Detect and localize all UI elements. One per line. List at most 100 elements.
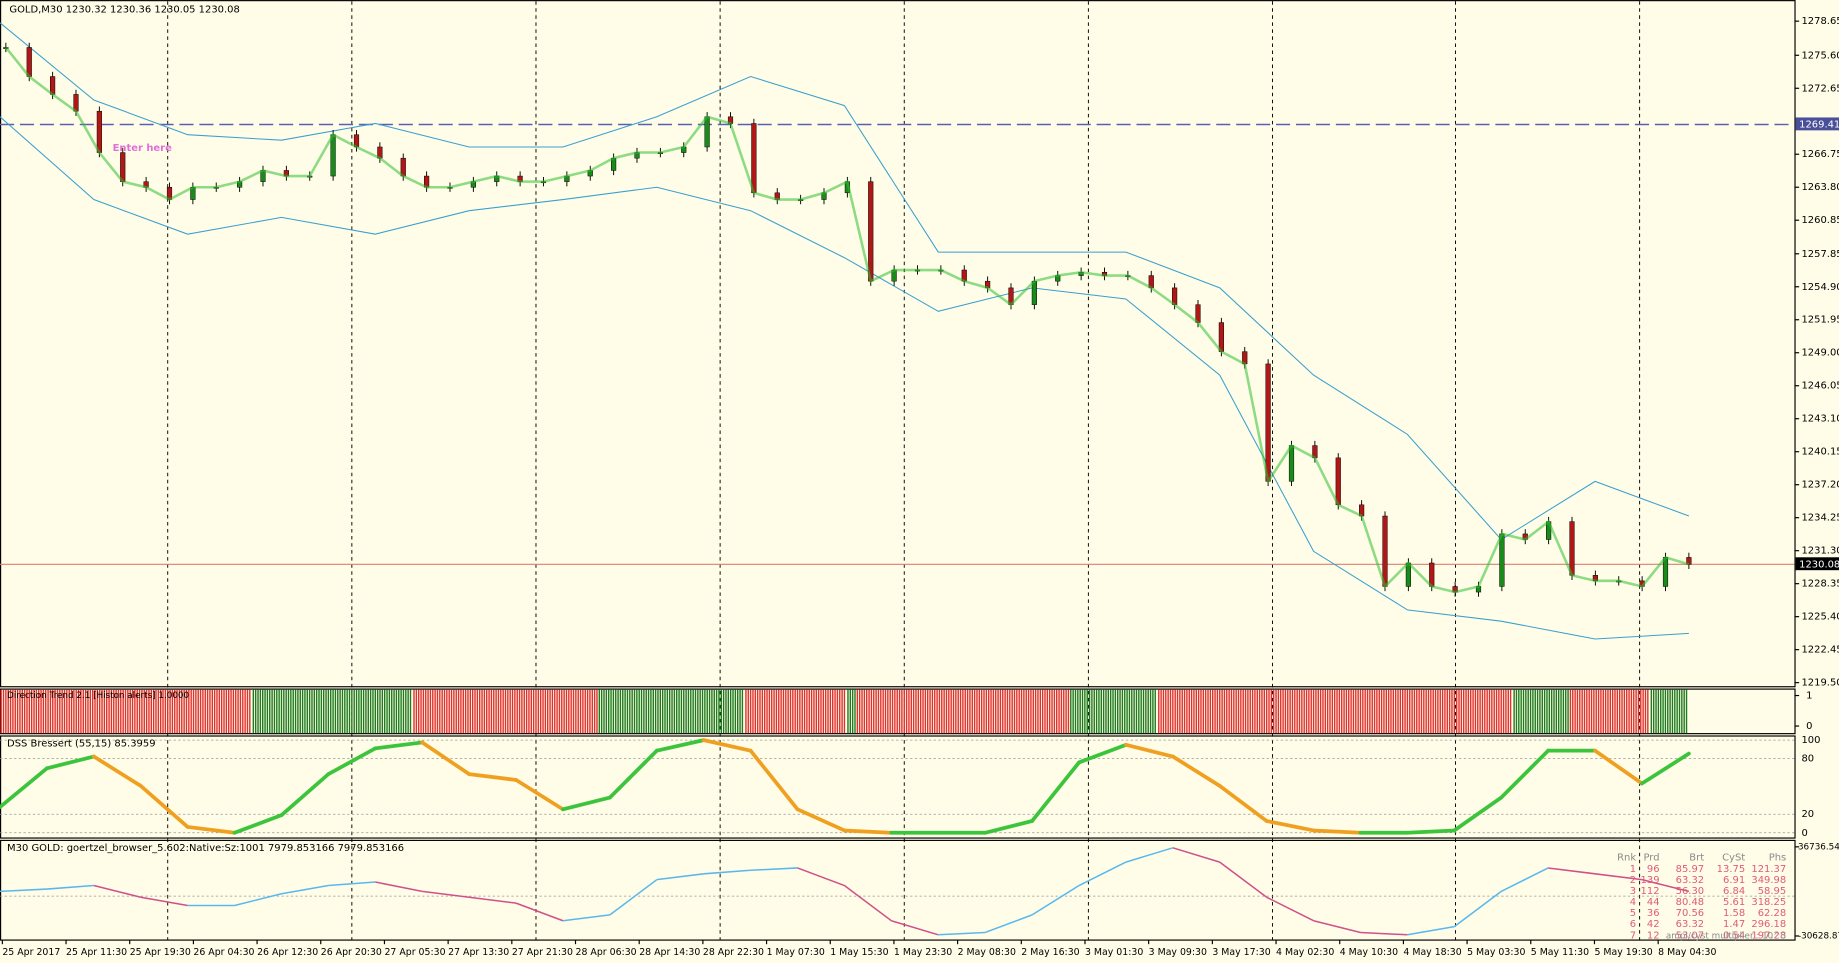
level-tag	[1795, 117, 1839, 131]
goertzel-segment	[656, 873, 704, 881]
x-tick-label: 5 May 03:30	[1467, 947, 1525, 958]
candle	[1335, 457, 1341, 506]
annotation: Enter here	[113, 143, 173, 154]
goertzel-segment	[1407, 925, 1455, 936]
y-tick-label: 1219.50	[1801, 678, 1839, 689]
table-cell: 349.98	[1751, 875, 1786, 886]
y-tick-label: 0	[1801, 828, 1807, 839]
table-cell: 70.56	[1676, 908, 1705, 919]
x-tick-label: 4 May 10:30	[1340, 947, 1398, 958]
y-tick-label: 1272.65	[1801, 83, 1839, 94]
goertzel-segment	[1266, 896, 1314, 922]
goertzel-label: M30 GOLD: goertzel_browser_5.602:Native:…	[7, 843, 404, 854]
x-tick-label: 4 May 02:30	[1276, 947, 1334, 958]
table-cell: 80.48	[1676, 897, 1705, 908]
table-cell: 62.28	[1758, 908, 1787, 919]
candle	[330, 134, 336, 177]
candle	[1218, 322, 1224, 352]
goertzel-segment	[422, 890, 470, 899]
candle	[1499, 533, 1505, 587]
y-tick-label: 1260.85	[1801, 215, 1839, 226]
goertzel-segment	[46, 884, 94, 890]
table-cell: 12	[1647, 930, 1660, 941]
y-tick-label: 1228.35	[1801, 579, 1839, 590]
table-cell: 296.18	[1751, 919, 1786, 930]
dss-segment	[1217, 784, 1269, 823]
table-header: Brt	[1689, 852, 1704, 863]
candle	[1569, 521, 1575, 576]
table-cell: 318.25	[1751, 897, 1786, 908]
x-tick-label: 1 May 23:30	[894, 947, 952, 958]
goertzel-segment	[843, 884, 892, 922]
y-tick-label: 1	[1806, 691, 1812, 702]
table-cell: 85.97	[1676, 864, 1705, 875]
dss-segment	[232, 813, 284, 835]
dss-segment	[701, 738, 753, 753]
candle	[1031, 280, 1037, 305]
table-cell: 197.28	[1751, 930, 1786, 941]
cycle-table: Rnk Prd Brt CySt Phs 1 96 85.97 13.75 121.37 2 139 6…	[1617, 852, 1786, 941]
table-cell: 13.75	[1717, 864, 1746, 875]
dss-panel	[0, 735, 1796, 839]
goertzel-segment	[328, 881, 376, 887]
goertzel-segment	[609, 879, 658, 916]
y-tick-label: 1254.90	[1801, 282, 1839, 293]
day-separators	[167, 1, 1641, 940]
table-header: Phs	[1769, 852, 1787, 863]
goertzel-segment	[1453, 890, 1502, 928]
x-tick-label: 8 May 04:30	[1658, 947, 1716, 958]
x-tick-label: 5 May 11:30	[1531, 947, 1589, 958]
x-tick-label: 1 May 15:30	[830, 947, 888, 958]
goertzel-segment	[375, 881, 423, 893]
x-tick-label: 28 Apr 14:30	[639, 947, 700, 958]
table-cell: 5.61	[1723, 897, 1745, 908]
y-tick-label: -30628.87	[1798, 931, 1839, 941]
table-cell: 6	[1630, 919, 1636, 930]
goertzel-segment	[1360, 931, 1408, 936]
candle	[1288, 445, 1295, 482]
dss-segment	[1311, 828, 1363, 835]
y-tick-label: 1246.05	[1801, 381, 1839, 392]
y-tick-label: 20	[1801, 809, 1814, 820]
table-cell: 53.07	[1676, 930, 1705, 941]
x-tick-label: 26 Apr 12:30	[257, 947, 318, 958]
y-tick-label: 1249.00	[1801, 348, 1839, 359]
goertzel-segment	[984, 914, 1033, 934]
y-tick-label: 1237.20	[1801, 480, 1839, 491]
x-tick-label: 27 Apr 05:30	[384, 947, 445, 958]
candle	[1662, 557, 1669, 587]
table-header: Prd	[1643, 852, 1659, 863]
dss-label: DSS Bressert (55,15) 85.3959	[7, 739, 156, 750]
table-cell: 1.58	[1723, 908, 1745, 919]
table-cell: 6.91	[1723, 875, 1745, 886]
candle	[120, 152, 126, 182]
x-tick-label: 5 May 19:30	[1594, 947, 1652, 958]
y-tick-label: 100	[1801, 735, 1820, 746]
dss-segment	[561, 795, 612, 812]
table-cell: 121.37	[1751, 864, 1786, 875]
x-tick-label: 26 Apr 04:30	[193, 947, 254, 958]
goertzel-segment	[1548, 867, 1596, 875]
goertzel-segment	[281, 884, 329, 895]
main-panel	[0, 0, 1796, 688]
y-tick-label: 1234.25	[1801, 513, 1839, 524]
dss-segment	[373, 740, 425, 751]
goertzel-segment	[1078, 861, 1127, 887]
goertzel-segment	[469, 896, 517, 904]
table-cell: 112	[1641, 886, 1660, 897]
dss-segment	[748, 748, 800, 812]
x-tick-label: 3 May 01:30	[1085, 947, 1143, 958]
y-tick-label: 1275.60	[1801, 50, 1839, 61]
x-tick-label: 27 Apr 21:30	[512, 947, 573, 958]
x-tick-label: 28 Apr 22:30	[703, 947, 764, 958]
dss-segment	[1030, 760, 1081, 823]
level-label: 1269.41	[1799, 119, 1839, 130]
dss-segment	[0, 766, 49, 809]
price-label: 1230.08	[1799, 559, 1839, 570]
dss-segment	[1077, 742, 1128, 765]
price-tag	[1795, 557, 1839, 571]
candle	[1429, 562, 1435, 587]
chart-title: GOLD,M30 1230.32 1230.36 1230.05 1230.08	[9, 4, 239, 15]
